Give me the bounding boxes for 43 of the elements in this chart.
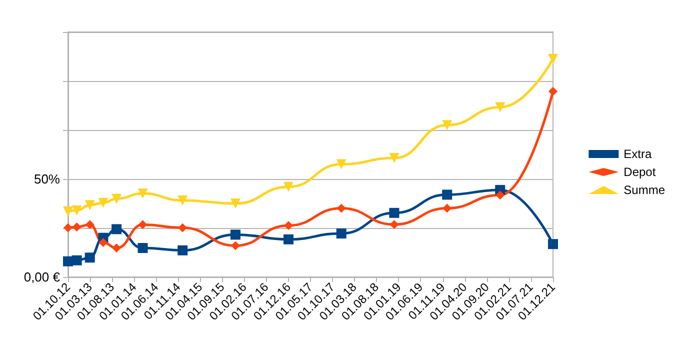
- point: [548, 239, 558, 250]
- point: [98, 238, 108, 248]
- point: [112, 194, 122, 204]
- point: [72, 205, 82, 216]
- point: [84, 200, 95, 210]
- point: [390, 220, 399, 229]
- point: [138, 220, 148, 230]
- point: [495, 102, 506, 112]
- point: [138, 188, 148, 199]
- point: [178, 245, 188, 256]
- point: [98, 198, 108, 208]
- point: [112, 224, 122, 234]
- point: [84, 252, 95, 263]
- point: [442, 190, 452, 200]
- point: [336, 228, 346, 238]
- point: [336, 204, 346, 213]
- point: [112, 243, 122, 252]
- point: [72, 255, 82, 266]
- point: [63, 256, 73, 266]
- point: [442, 204, 452, 213]
- point: [85, 220, 94, 230]
- point: [72, 222, 82, 232]
- point: [230, 230, 240, 240]
- point: [230, 241, 240, 250]
- point: [283, 234, 294, 244]
- point: [389, 153, 400, 164]
- point: [178, 223, 188, 232]
- point: [496, 190, 505, 200]
- point: [178, 195, 188, 206]
- point: [63, 206, 73, 216]
- y-tick-label: 0,00 €: [24, 270, 61, 284]
- y-tick-label: 50%: [34, 172, 60, 186]
- point: [442, 120, 452, 130]
- point: [548, 86, 558, 96]
- point: [389, 208, 400, 218]
- point: [138, 242, 148, 253]
- point: [548, 54, 558, 64]
- point: [230, 198, 240, 208]
- point: [283, 182, 294, 192]
- legend-label: Extra: [624, 147, 652, 161]
- point: [336, 159, 346, 170]
- legend-label: Summe: [624, 183, 666, 197]
- legend-label: Depot: [624, 165, 656, 179]
